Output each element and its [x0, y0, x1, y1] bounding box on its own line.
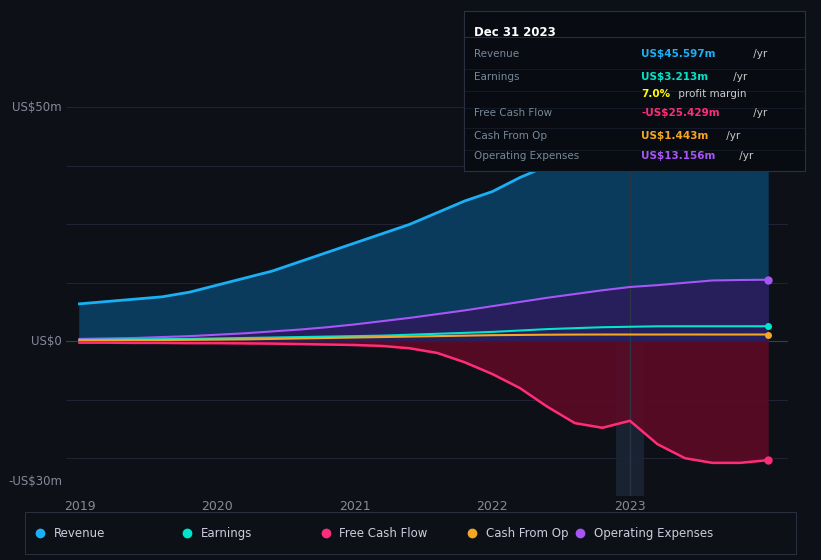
Text: Operating Expenses: Operating Expenses: [474, 151, 580, 161]
Text: US$13.156m: US$13.156m: [641, 151, 715, 161]
Text: US$1.443m: US$1.443m: [641, 130, 709, 141]
Text: Free Cash Flow: Free Cash Flow: [340, 527, 428, 540]
Text: -US$25.429m: -US$25.429m: [641, 108, 720, 118]
Text: Dec 31 2023: Dec 31 2023: [474, 26, 556, 39]
Text: Cash From Op: Cash From Op: [474, 130, 547, 141]
Text: /yr: /yr: [750, 108, 768, 118]
Text: profit margin: profit margin: [675, 89, 746, 99]
Text: Earnings: Earnings: [474, 72, 520, 82]
Text: US$3.213m: US$3.213m: [641, 72, 709, 82]
Text: /yr: /yr: [750, 49, 768, 59]
Text: -US$30m: -US$30m: [8, 475, 62, 488]
Text: Revenue: Revenue: [54, 527, 105, 540]
Text: US$45.597m: US$45.597m: [641, 49, 716, 59]
Text: /yr: /yr: [736, 151, 754, 161]
Text: Earnings: Earnings: [200, 527, 252, 540]
Text: US$0: US$0: [31, 335, 62, 348]
Text: Cash From Op: Cash From Op: [486, 527, 569, 540]
Text: /yr: /yr: [730, 72, 747, 82]
Text: Free Cash Flow: Free Cash Flow: [474, 108, 553, 118]
Text: Operating Expenses: Operating Expenses: [594, 527, 713, 540]
Text: US$50m: US$50m: [12, 101, 62, 114]
Text: Revenue: Revenue: [474, 49, 519, 59]
Text: /yr: /yr: [722, 130, 740, 141]
Text: 7.0%: 7.0%: [641, 89, 670, 99]
